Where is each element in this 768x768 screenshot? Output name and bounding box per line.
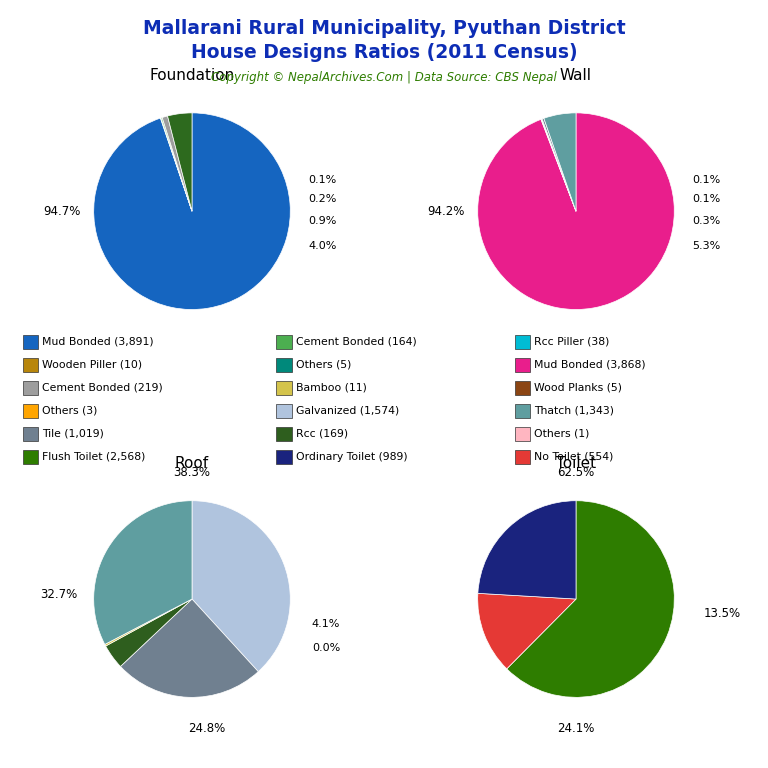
Title: Foundation: Foundation — [149, 68, 235, 83]
Text: 0.0%: 0.0% — [312, 643, 340, 654]
Text: Cement Bonded (164): Cement Bonded (164) — [296, 336, 416, 347]
Text: No Toilet (554): No Toilet (554) — [534, 452, 613, 462]
Text: Others (5): Others (5) — [296, 359, 351, 370]
Text: 0.1%: 0.1% — [308, 175, 336, 185]
Title: Toilet: Toilet — [556, 456, 596, 471]
Text: 0.1%: 0.1% — [692, 175, 720, 185]
Text: 4.0%: 4.0% — [308, 240, 336, 250]
Text: 4.1%: 4.1% — [312, 618, 340, 629]
Wedge shape — [507, 501, 674, 697]
Text: 0.9%: 0.9% — [308, 216, 336, 226]
Wedge shape — [542, 118, 576, 211]
Text: Tile (1,019): Tile (1,019) — [42, 429, 104, 439]
Text: 38.3%: 38.3% — [174, 466, 210, 479]
Text: Rcc Piller (38): Rcc Piller (38) — [534, 336, 609, 347]
Text: Mud Bonded (3,891): Mud Bonded (3,891) — [42, 336, 154, 347]
Wedge shape — [94, 501, 192, 644]
Title: Roof: Roof — [175, 456, 209, 471]
Title: Wall: Wall — [560, 68, 592, 83]
Text: 13.5%: 13.5% — [703, 607, 741, 621]
Text: Thatch (1,343): Thatch (1,343) — [534, 406, 614, 416]
Text: Bamboo (11): Bamboo (11) — [296, 382, 366, 393]
Wedge shape — [104, 599, 192, 646]
Text: Galvanized (1,574): Galvanized (1,574) — [296, 406, 399, 416]
Wedge shape — [541, 119, 576, 211]
Text: Ordinary Toilet (989): Ordinary Toilet (989) — [296, 452, 407, 462]
Text: 0.3%: 0.3% — [692, 216, 720, 226]
Text: 62.5%: 62.5% — [558, 466, 594, 479]
Text: 32.7%: 32.7% — [41, 588, 78, 601]
Text: 0.1%: 0.1% — [692, 194, 720, 204]
Text: Rcc (169): Rcc (169) — [296, 429, 348, 439]
Text: Copyright © NepalArchives.Com | Data Source: CBS Nepal: Copyright © NepalArchives.Com | Data Sou… — [211, 71, 557, 84]
Text: 5.3%: 5.3% — [692, 240, 720, 250]
Wedge shape — [478, 501, 576, 599]
Text: 94.2%: 94.2% — [428, 205, 465, 217]
Text: Wooden Piller (10): Wooden Piller (10) — [42, 359, 142, 370]
Text: 24.8%: 24.8% — [188, 722, 225, 735]
Text: 94.7%: 94.7% — [44, 205, 81, 217]
Text: 0.2%: 0.2% — [308, 194, 336, 204]
Text: Mud Bonded (3,868): Mud Bonded (3,868) — [534, 359, 645, 370]
Wedge shape — [167, 113, 192, 211]
Wedge shape — [161, 118, 192, 211]
Text: Others (3): Others (3) — [42, 406, 98, 416]
Wedge shape — [544, 113, 576, 211]
Text: Wood Planks (5): Wood Planks (5) — [534, 382, 622, 393]
Wedge shape — [478, 594, 576, 669]
Wedge shape — [541, 119, 576, 211]
Wedge shape — [162, 116, 192, 211]
Text: Cement Bonded (219): Cement Bonded (219) — [42, 382, 163, 393]
Text: Others (1): Others (1) — [534, 429, 589, 439]
Wedge shape — [94, 113, 290, 310]
Wedge shape — [192, 501, 290, 672]
Wedge shape — [161, 118, 192, 211]
Wedge shape — [478, 113, 674, 310]
Wedge shape — [121, 599, 258, 697]
Wedge shape — [106, 599, 192, 667]
Text: Mallarani Rural Municipality, Pyuthan District
House Designs Ratios (2011 Census: Mallarani Rural Municipality, Pyuthan Di… — [143, 19, 625, 61]
Text: Flush Toilet (2,568): Flush Toilet (2,568) — [42, 452, 146, 462]
Text: 24.1%: 24.1% — [558, 722, 594, 735]
